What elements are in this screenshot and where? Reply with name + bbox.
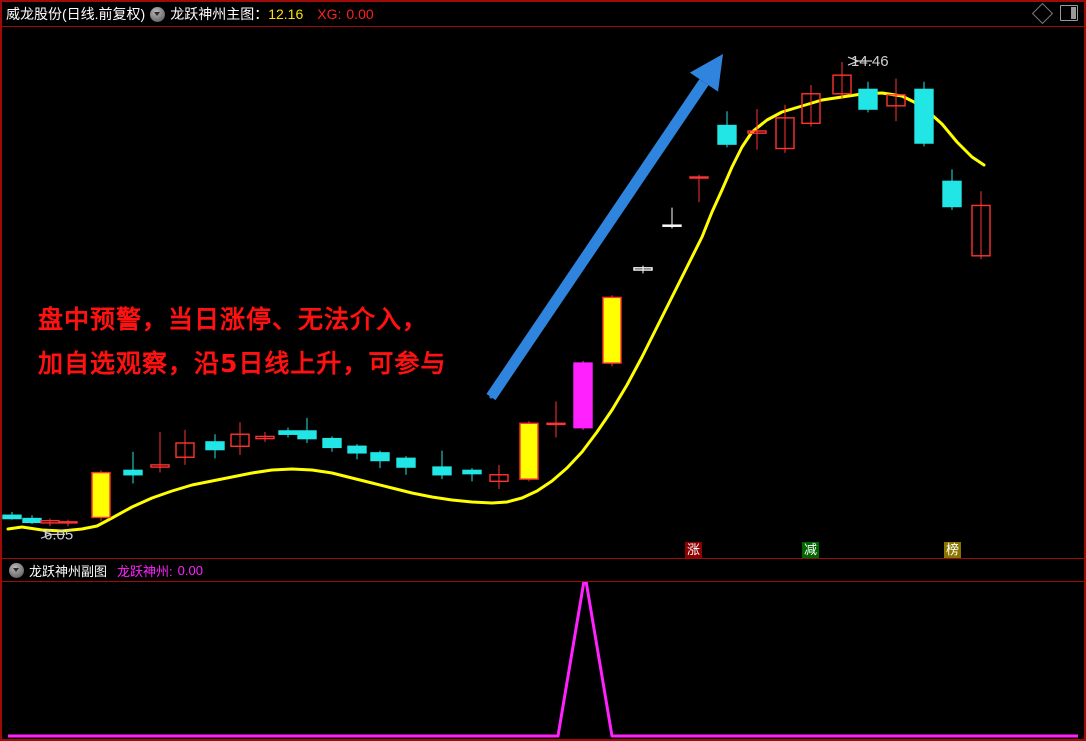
main-chart-header: 威龙股份(日线.前复权) 龙跃神州主图 ： 12.16 XG: 0.00: [2, 2, 1084, 27]
candle-group: [2, 62, 991, 527]
candle: [175, 429, 195, 465]
marker-reduce[interactable]: 减: [802, 542, 819, 559]
main-chart-panel: 威龙股份(日线.前复权) 龙跃神州主图 ： 12.16 XG: 0.00 14.…: [2, 2, 1084, 559]
chevron-down-circle-icon[interactable]: [150, 6, 166, 22]
candle: [58, 519, 78, 527]
ma5-line-group: [6, 91, 986, 533]
candle: [489, 464, 509, 489]
candle: [858, 81, 878, 113]
candle: [546, 401, 566, 438]
candle: [573, 360, 593, 430]
chevron-down-circle-icon[interactable]: [9, 562, 24, 578]
symbol-title: 威龙股份(日线.前复权): [6, 6, 146, 22]
candle: [150, 432, 170, 473]
candle: [747, 109, 767, 150]
candle: [40, 518, 60, 527]
sub-indicator-name: 龙跃神州:: [117, 563, 173, 579]
candle: [914, 81, 934, 147]
sub-chart-panel: 龙跃神州副图 龙跃神州: 0.00: [2, 558, 1084, 739]
indicator-separator: ：: [254, 6, 269, 22]
marker-rise[interactable]: 涨: [685, 542, 702, 559]
diamond-icon[interactable]: [1031, 2, 1054, 24]
candle: [205, 434, 225, 459]
candle: [689, 174, 709, 203]
annotation-line-2: 加自选观察，沿5日线上升，可参与: [38, 349, 447, 378]
annotation-text: 盘中预警，当日涨停、无法介入， 加自选观察，沿5日线上升，可参与: [38, 298, 446, 386]
candle: [519, 421, 539, 482]
candle: [91, 470, 111, 521]
candle: [347, 444, 367, 460]
trend-arrow-group: [486, 54, 723, 401]
candle: [662, 207, 682, 229]
candle: [717, 111, 737, 148]
candle: [602, 295, 622, 367]
indicator-name[interactable]: 龙跃神州主图: [170, 6, 255, 22]
candle: [123, 451, 143, 484]
candle: [322, 436, 342, 452]
candle: [297, 417, 317, 443]
candle: [801, 85, 821, 127]
sub-indicator-chart[interactable]: [2, 582, 1084, 739]
candle: [396, 456, 416, 475]
candle: [230, 422, 250, 456]
candle: [432, 450, 452, 480]
panel-layout-icon[interactable]: [1060, 5, 1078, 21]
candle: [370, 450, 390, 469]
candle: [2, 511, 22, 520]
annotation-line-1: 盘中预警，当日涨停、无法介入，: [38, 305, 429, 334]
sub-panel-title[interactable]: 龙跃神州副图: [29, 563, 108, 579]
marker-rank[interactable]: 榜: [944, 542, 961, 559]
price-label: 14.46: [847, 53, 889, 70]
candle: [971, 191, 991, 260]
candle: [255, 432, 275, 442]
xg-value: 0.00: [346, 6, 374, 22]
price-label-group: 14.46 6.05: [40, 53, 889, 543]
candle: [942, 169, 962, 210]
sub-chart-header: 龙跃神州副图 龙跃神州: 0.00: [2, 558, 1084, 582]
candle: [886, 78, 906, 122]
candlestick-chart[interactable]: 14.46 6.05: [2, 27, 1084, 556]
indicator-value: 12.16: [268, 6, 304, 22]
candle: [22, 515, 42, 525]
candle: [278, 427, 298, 438]
candle: [832, 62, 852, 99]
sub-indicator-line-group: [8, 582, 1078, 738]
candle: [462, 468, 482, 482]
candle: [775, 104, 795, 153]
window-icons: [1031, 2, 1078, 24]
xg-label: XG:: [317, 6, 342, 22]
price-label: 6.05: [40, 526, 73, 543]
sub-indicator-value: 0.00: [177, 562, 203, 578]
candle: [633, 265, 653, 274]
